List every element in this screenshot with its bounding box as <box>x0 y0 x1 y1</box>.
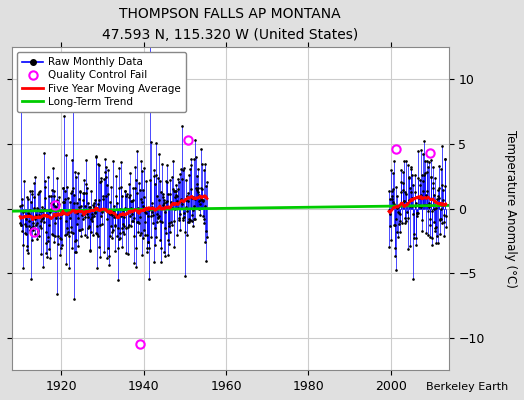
Text: Berkeley Earth: Berkeley Earth <box>426 382 508 392</box>
Title: THOMPSON FALLS AP MONTANA
47.593 N, 115.320 W (United States): THOMPSON FALLS AP MONTANA 47.593 N, 115.… <box>102 7 358 42</box>
Y-axis label: Temperature Anomaly (°C): Temperature Anomaly (°C) <box>504 130 517 288</box>
Legend: Raw Monthly Data, Quality Control Fail, Five Year Moving Average, Long-Term Tren: Raw Monthly Data, Quality Control Fail, … <box>17 52 186 112</box>
